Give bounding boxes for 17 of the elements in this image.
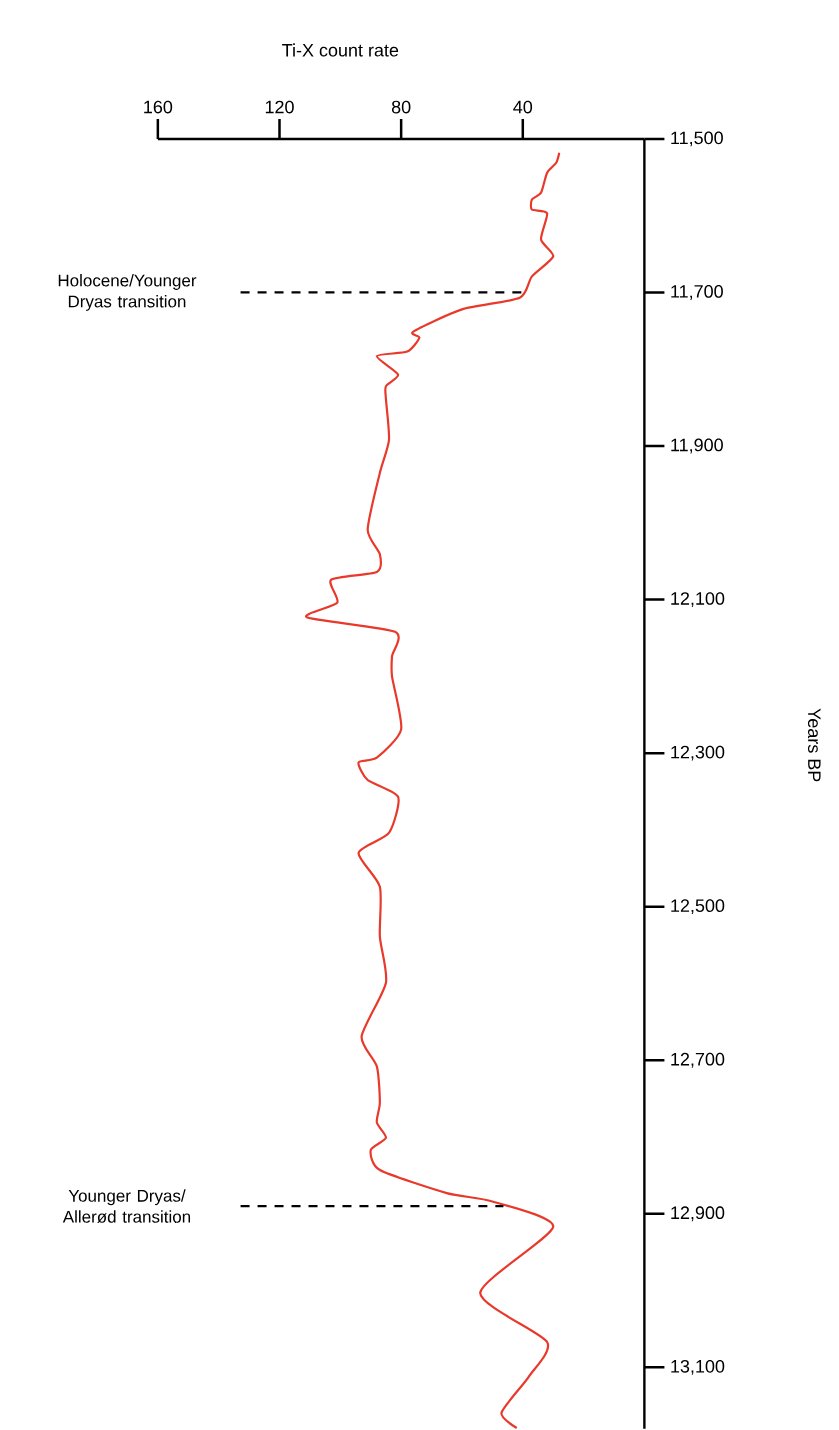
y-tick-label: 11,900 [671,438,723,454]
y-tick-label: 12,100 [671,592,725,608]
ref-line-label: Younger Dryas/ Allerød transition [62,1189,190,1223]
x-tick-label: 40 [513,100,532,114]
x-axis-title: Ti-X count rate [281,43,399,57]
y-tick-label: 13,100 [671,1359,725,1375]
y-tick-label: 12,500 [671,899,725,915]
x-tick-label: 80 [391,100,411,114]
y-tick-label: 11,700 [671,285,723,300]
y-tick-label: 12,300 [671,745,725,761]
x-tick-label: 120 [265,100,294,114]
x-tick-label: 160 [144,100,173,114]
y-tick-label: 11,500 [671,131,723,147]
ref-line-label: Holocene/Younger Dryas transition [58,274,197,311]
y-axis-title: Years BP [807,708,821,782]
y-tick-label: 12,700 [671,1052,725,1068]
y-tick-label: 12,900 [671,1206,725,1222]
